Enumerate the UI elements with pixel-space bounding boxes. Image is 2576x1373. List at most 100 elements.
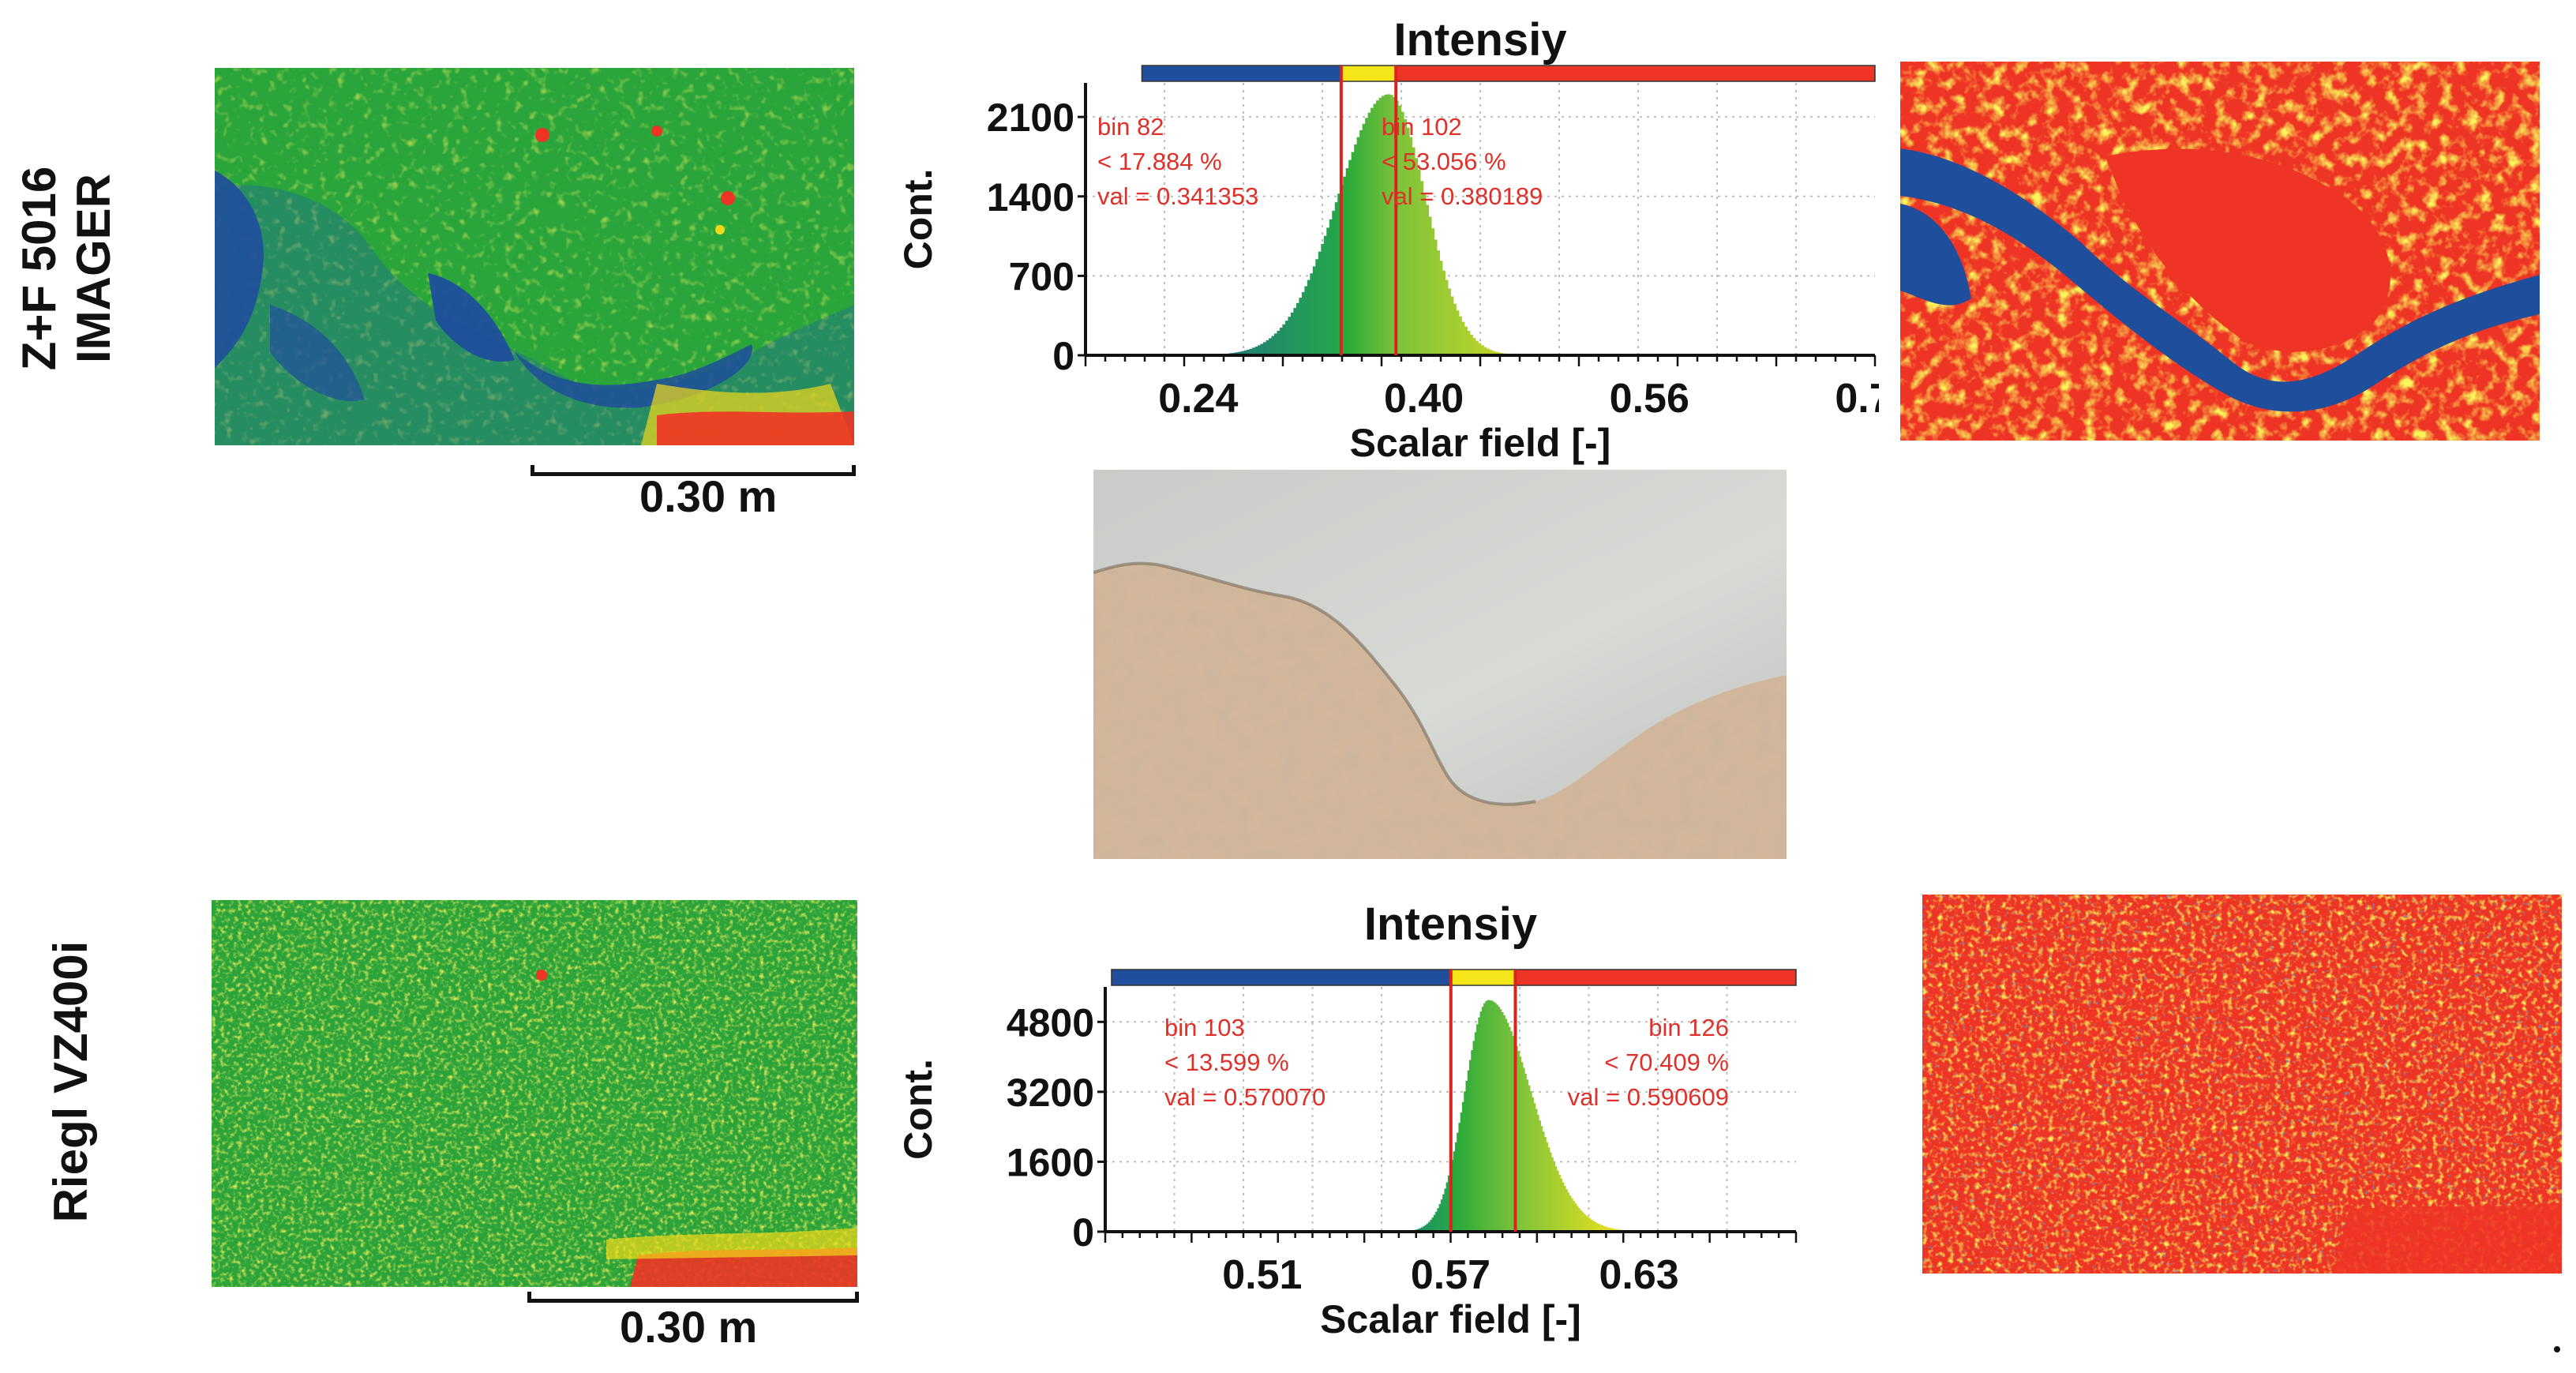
histogram-bar [1249,348,1253,355]
scale-bar-bottom [527,1292,859,1303]
histogram-bar [1483,347,1487,355]
histogram-bar [1247,349,1251,355]
histogram-bar [1445,1182,1449,1232]
histogram-bar [1438,1204,1442,1232]
histogram-bar [1268,338,1273,355]
y-axis-label: Cont. [896,169,940,270]
histogram-bar [1590,1219,1593,1232]
histogram-bar [1301,292,1305,355]
histogram-bar [1290,312,1294,355]
threshold-pct: < 17.884 % [1097,148,1222,175]
threshold-annotation: bin 82 < 17.884 % val = 0.341353 [1097,113,1258,210]
histogram-bar [1312,266,1316,355]
histogram-bar [1569,1195,1572,1232]
histogram-bar [1419,1228,1422,1232]
x-tick-label: 0.63 [1599,1252,1679,1298]
histogram-bar [1479,1011,1483,1232]
scanner-label-zf-line1: Z+F 5016 [13,166,66,371]
histogram-bar [1241,351,1245,355]
histogram-bar [1279,328,1284,355]
histogram-bar [1408,137,1413,355]
histogram-bar [1458,316,1462,355]
histogram-bar [1351,152,1355,356]
surface-photo [1093,470,1787,859]
histogram-bar [1483,1003,1486,1232]
histogram-bar [1494,1003,1497,1232]
histogram-bar [1464,1091,1467,1232]
histogram-bar [1417,169,1421,355]
histogram-bar [1524,1073,1527,1232]
scanner-label-zf-line2: IMAGER [67,174,120,363]
histogram-bar [1502,1015,1505,1232]
scanner-label-zf: Z+F 5016 IMAGER [12,111,122,426]
classified-map-zf [1900,62,2540,441]
histogram-bar [1436,250,1440,355]
histogram-bar [1494,351,1498,355]
histogram-bar [1326,227,1330,355]
histogram-bar [1393,96,1397,355]
threshold-pct: < 70.409 % [1604,1049,1729,1076]
histogram-bar [1556,1170,1559,1232]
histogram-bar [1266,340,1269,355]
histogram-bar [1337,193,1341,355]
histogram-bar [1499,1009,1502,1232]
classified-map-riegl [1922,895,2562,1274]
threshold-bin: bin 102 [1382,113,1462,141]
histogram-bar [1517,1051,1520,1232]
histogram-bar [1457,1132,1460,1232]
y-tick-label: 0 [1052,334,1074,378]
x-tick-label: 0.51 [1222,1252,1302,1298]
y-tick-label: 1600 [1007,1140,1094,1184]
histogram-bar [1554,1166,1558,1232]
histogram-bar [1560,1178,1563,1232]
y-tick-label: 700 [1009,254,1074,298]
histogram-bar [1464,326,1468,355]
histogram-bar [1439,261,1443,355]
histogram-bar [1529,1091,1532,1232]
histogram-bar [1469,1060,1472,1232]
histogram-bar [1460,1112,1463,1232]
histogram-title: Intensiy [1393,14,1566,66]
histogram-bar [1389,95,1393,356]
histogram-bar [1543,1137,1547,1232]
histogram-bar [1258,345,1262,355]
histogram-bar [1277,330,1281,355]
x-axis-label: Scalar field [-] [1350,421,1611,465]
histogram-bar [1378,97,1382,355]
histogram-bar [1447,288,1451,355]
histogram-bar [1539,1120,1541,1232]
threshold-val: val = 0.380189 [1382,182,1543,210]
y-axis-label: Cont. [896,1059,940,1160]
histogram-bar [1522,1067,1525,1232]
histogram-bar [1478,1017,1481,1232]
class-bar-segment [1340,65,1397,82]
histogram-bar [1425,204,1430,355]
histogram-bar [1491,351,1495,355]
histogram-bar [1492,1001,1495,1232]
histogram-bar [1367,112,1371,356]
histogram-bar [1558,1174,1561,1232]
histogram-bar [1597,1224,1600,1232]
histogram-bar [1442,270,1445,355]
histogram-bar [1601,1225,1604,1232]
threshold-val: val = 0.590609 [1568,1083,1729,1111]
histogram-bar [1424,1225,1427,1232]
histogram-bar [1528,1085,1531,1232]
histogram-bar [1495,1004,1498,1232]
histogram-bar [1536,1114,1539,1232]
histogram-bar [1563,1185,1566,1232]
histogram-bar [1260,343,1264,355]
x-tick-label: 0.40 [1384,376,1464,422]
histogram-bar [1581,1212,1584,1232]
scale-bar-top-label: 0.30 m [639,471,778,521]
histogram-bar [1594,1221,1597,1232]
histogram-bar [1406,127,1410,356]
histogram-bar [1475,340,1479,355]
y-tick-label: 0 [1072,1210,1094,1255]
histogram-bar [1461,1101,1464,1232]
histogram-bar [1384,94,1388,355]
histogram-bar [1458,1123,1461,1232]
histogram-bar [1304,286,1308,355]
histogram-bar [1321,243,1325,355]
histogram-bar [1440,1199,1443,1232]
